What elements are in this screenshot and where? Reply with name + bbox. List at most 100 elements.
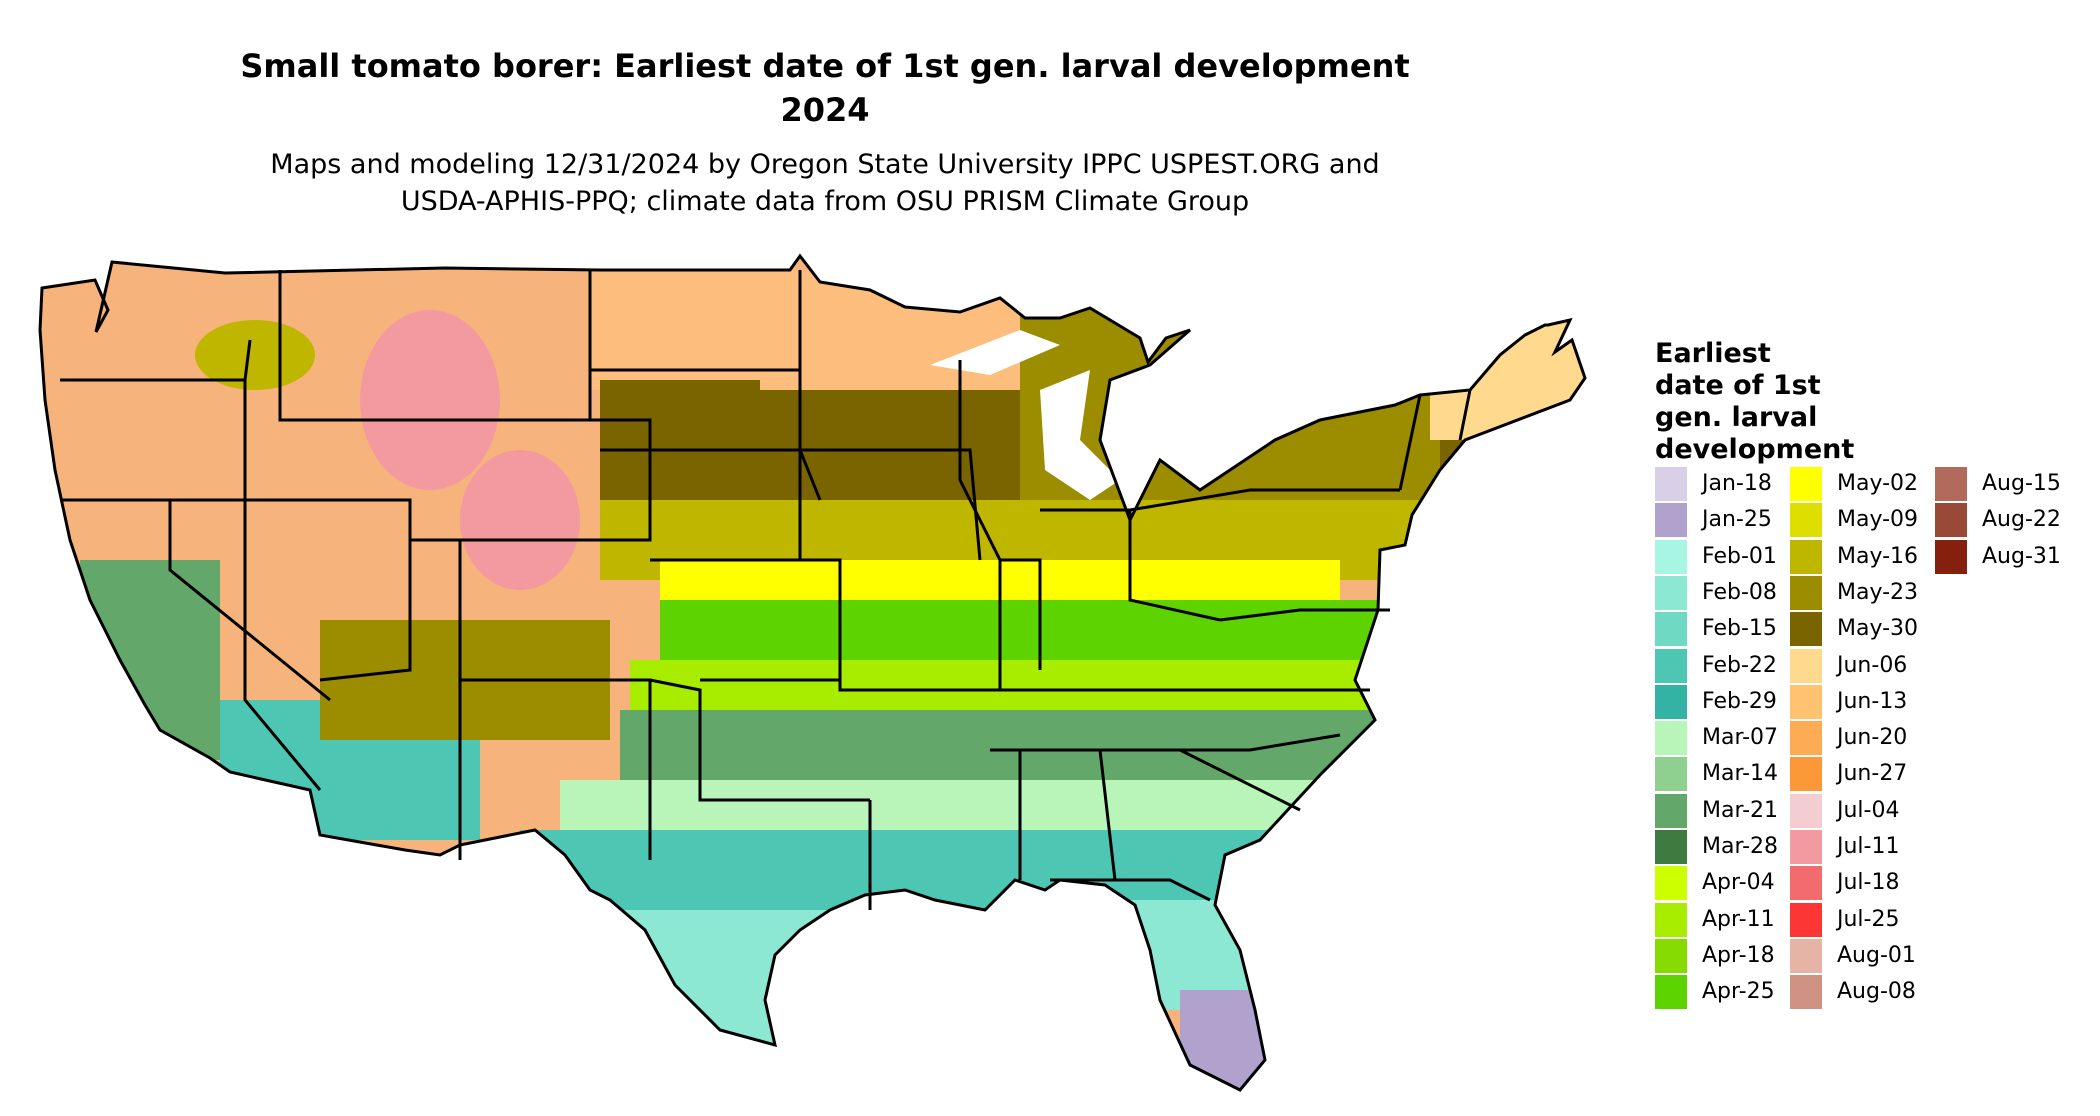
border-alabama-georgia xyxy=(1098,749,1117,881)
legend-label: Mar-28 xyxy=(1702,834,1779,859)
legend-swatch xyxy=(1790,612,1822,647)
legend-label: Apr-25 xyxy=(1702,979,1775,1005)
legend-swatch xyxy=(1655,721,1687,756)
legend-item: May-02 xyxy=(1790,467,1919,501)
legend-label: Aug-22 xyxy=(1982,507,2061,533)
legend-label: May-23 xyxy=(1837,579,1919,605)
region-high-peaks-idaho xyxy=(360,310,500,490)
legend-swatch xyxy=(1790,467,1822,501)
legend-item: Apr-04 xyxy=(1655,866,1775,901)
legend-swatch xyxy=(1655,938,1687,973)
legend-item: Feb-22 xyxy=(1655,648,1777,683)
legend-label: Aug-31 xyxy=(1982,543,2061,569)
legend-item: Jul-25 xyxy=(1790,902,1899,937)
region-new-england xyxy=(1430,270,1585,440)
legend-label: Jul-18 xyxy=(1837,870,1900,896)
legend-swatch xyxy=(1655,757,1687,792)
legend-label: Aug-01 xyxy=(1837,942,1916,968)
map-subtitle-line-1: Maps and modeling 12/31/2024 by Oregon S… xyxy=(270,149,1380,180)
legend-swatch xyxy=(1790,902,1822,937)
legend-swatch xyxy=(1790,938,1822,973)
border-wisconsin-illinois xyxy=(958,360,1002,690)
legend-swatch xyxy=(1790,503,1822,538)
legend-swatch xyxy=(1655,975,1687,1010)
border-tennessee-south xyxy=(990,733,1341,752)
legend-item: Feb-29 xyxy=(1655,684,1777,719)
border-new-york-east xyxy=(1398,394,1422,491)
legend-swatch xyxy=(1935,539,1967,574)
legend-item: May-23 xyxy=(1790,575,1919,610)
border-colorado xyxy=(410,418,652,542)
legend-label: Jan-25 xyxy=(1702,507,1772,533)
border-indiana xyxy=(1000,558,1042,670)
legend-label: Apr-04 xyxy=(1702,870,1775,896)
legend-item: Feb-15 xyxy=(1655,612,1777,647)
legend-label: Feb-08 xyxy=(1702,579,1777,605)
legend-label: Aug-08 xyxy=(1837,979,1916,1005)
legend-swatch xyxy=(1655,575,1687,610)
legend-label: Jun-27 xyxy=(1837,761,1908,787)
region-columbia-basin xyxy=(195,320,315,390)
legend-item: Jun-20 xyxy=(1790,721,1908,756)
legend-label: May-02 xyxy=(1837,471,1919,496)
border-new-england xyxy=(1458,389,1472,441)
legend-label: Apr-11 xyxy=(1702,906,1775,932)
border-texas-north xyxy=(649,678,870,802)
legend-item: May-16 xyxy=(1790,539,1918,574)
legend-title-line: date of 1st xyxy=(1655,370,1821,401)
legend-item: Apr-25 xyxy=(1655,975,1775,1010)
legend-item: Mar-28 xyxy=(1655,830,1779,864)
legend-swatch xyxy=(1935,467,1967,501)
map-subtitle: Maps and modeling 12/31/2024 by Oregon S… xyxy=(90,146,1560,220)
us-outline xyxy=(38,253,1587,1092)
legend-label: Jul-11 xyxy=(1837,834,1900,859)
border-iowa xyxy=(800,448,982,561)
border-pennsylvania xyxy=(1129,488,1400,512)
legend-item: May-09 xyxy=(1790,503,1918,538)
state-boundaries xyxy=(60,270,1472,910)
border-nevada xyxy=(243,500,322,791)
legend-swatch xyxy=(1655,866,1687,901)
legend-label: Apr-18 xyxy=(1702,942,1775,968)
legend-item: Jun-13 xyxy=(1790,684,1908,719)
border-california-nevada xyxy=(168,500,331,702)
legend-item: Jul-18 xyxy=(1790,866,1900,901)
legend-label: Jul-04 xyxy=(1837,797,1900,823)
legend-label: Feb-22 xyxy=(1702,652,1777,678)
lake-michigan xyxy=(1040,370,1120,500)
map-title-line-1: Small tomato borer: Earliest date of 1st… xyxy=(240,47,1410,85)
legend-item: Jul-04 xyxy=(1790,793,1900,828)
legend-swatch xyxy=(1655,902,1687,937)
border-florida-north xyxy=(1050,878,1211,902)
legend-label: Jun-13 xyxy=(1837,688,1908,714)
legend-swatch xyxy=(1790,975,1822,1010)
legend-item: Jan-18 xyxy=(1655,467,1772,501)
map-subtitle-line-2: USDA-APHIS-PPQ; climate data from OSU PR… xyxy=(400,186,1250,217)
legend-label: Feb-15 xyxy=(1702,616,1777,642)
border-virginia xyxy=(1219,608,1390,622)
legend-label: Jun-06 xyxy=(1837,652,1908,678)
legend-label: Aug-15 xyxy=(1982,471,2061,496)
legend-swatch xyxy=(1935,503,1967,538)
legend-item: Feb-01 xyxy=(1655,539,1777,574)
legend-title-line: gen. larval xyxy=(1655,402,1818,433)
legend-item: Apr-18 xyxy=(1655,938,1775,973)
legend-title-line: development xyxy=(1655,434,1855,465)
legend-label: May-30 xyxy=(1837,616,1919,642)
legend-label: Jun-20 xyxy=(1837,725,1908,751)
legend-label: Mar-07 xyxy=(1702,725,1779,751)
legend-swatch xyxy=(1790,539,1822,574)
legend-swatch xyxy=(1790,684,1822,719)
legend-swatch xyxy=(1790,721,1822,756)
legend-swatch xyxy=(1655,648,1687,683)
legend-swatch xyxy=(1655,503,1687,538)
legend-item: Aug-22 xyxy=(1935,503,2061,538)
legend-swatch xyxy=(1790,830,1822,864)
legend-item: May-30 xyxy=(1790,612,1919,647)
legend-item: Apr-11 xyxy=(1655,902,1775,937)
legend-title: Earliest date of 1st gen. larval develop… xyxy=(1655,338,1975,466)
border-carolinas xyxy=(1179,748,1301,812)
legend-swatch xyxy=(1790,793,1822,828)
legend-label: Mar-14 xyxy=(1702,761,1779,787)
